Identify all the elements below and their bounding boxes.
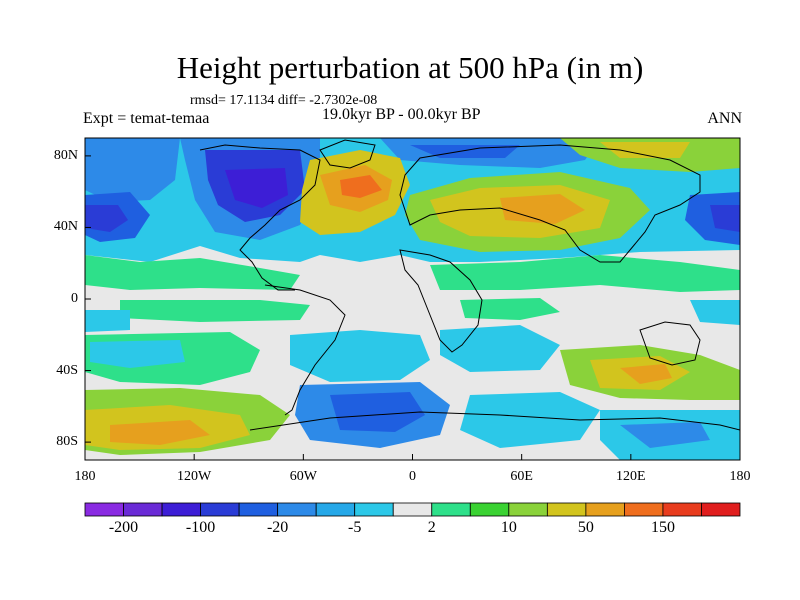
y-tick-label: 40N <box>53 219 78 235</box>
colorbar-swatch <box>469 502 510 517</box>
subtitle: 19.0kyr BP - 00.0kyr BP <box>322 106 481 123</box>
contour-field <box>85 138 740 460</box>
y-tick-label: 80N <box>53 147 78 163</box>
x-tick-label: 180 <box>74 469 96 484</box>
colorbar-swatch <box>701 502 741 517</box>
colorbar-label: -5 <box>348 519 362 536</box>
season-label: ANN <box>707 110 742 127</box>
colorbar-swatch <box>662 502 702 517</box>
x-tick-label: 120W <box>177 469 212 484</box>
colorbar-label: 2 <box>427 519 436 536</box>
colorbar-swatch <box>238 502 279 517</box>
experiment-label: Expt = temat-temaa <box>83 110 210 127</box>
y-tick-label: 0 <box>71 291 78 306</box>
colorbar <box>84 502 741 517</box>
colorbar-label: -100 <box>185 519 216 536</box>
coastlines <box>199 139 740 431</box>
x-tick-label: 60E <box>510 469 533 484</box>
y-tick-label: 80S <box>56 434 78 450</box>
colorbar-label: -20 <box>266 519 289 536</box>
colorbar-swatch <box>354 502 394 517</box>
colorbar-label: 50 <box>577 519 594 536</box>
x-tick-label: 0 <box>409 469 416 484</box>
x-tick-label: 180 <box>729 469 751 484</box>
rmsd-text: rmsd= 17.1134 diff= -2.7302e-08 <box>190 93 378 108</box>
y-tick-label: 40S <box>56 362 78 378</box>
colorbar-swatch <box>508 502 548 517</box>
colorbar-swatch <box>624 502 664 517</box>
x-tick-label: 60W <box>289 469 317 484</box>
colorbar-label: 150 <box>650 519 675 536</box>
colorbar-swatch <box>123 502 163 517</box>
colorbar-swatch <box>585 502 625 517</box>
colorbar-swatch <box>546 502 587 517</box>
colorbar-swatch <box>431 502 471 517</box>
chart-title: Height perturbation at 500 hPa (in m) <box>176 50 644 85</box>
colorbar-label: 10 <box>500 519 517 536</box>
colorbar-swatch <box>200 502 240 517</box>
colorbar-swatch <box>392 502 433 517</box>
colorbar-swatch <box>277 502 317 517</box>
colorbar-label: -200 <box>108 519 139 536</box>
x-tick-label: 120E <box>616 469 646 484</box>
axis-ticks <box>84 155 741 460</box>
colorbar-swatch <box>161 502 201 517</box>
colorbar-swatch <box>84 502 124 517</box>
colorbar-swatch <box>315 502 356 517</box>
